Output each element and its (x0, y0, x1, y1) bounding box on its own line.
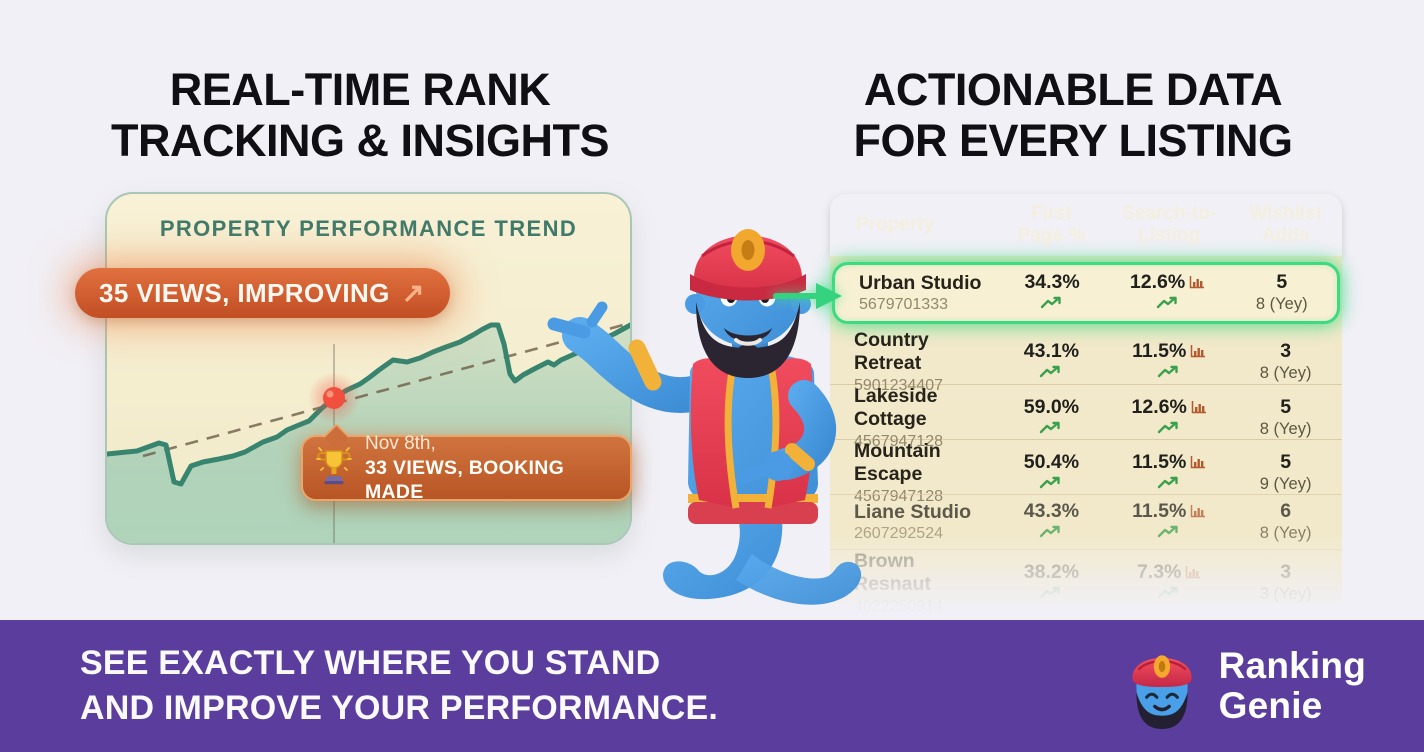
property-id: 5901234407 (854, 376, 943, 394)
property-id: 4022250914 (854, 597, 943, 615)
left-headline-line1: REAL-TIME RANK (169, 64, 551, 115)
right-headline-line2: FOR EVERY LISTING (853, 115, 1293, 167)
table-body: Urban Studio 5679701333 34.3% 12.6% 5 (830, 256, 1342, 615)
genie-head-icon (1131, 655, 1192, 729)
mini-bar-chart-icon (1191, 397, 1207, 419)
table-row: Liane Studio 2607292524 43.3% 11.5% 6 (830, 494, 1342, 549)
left-headline-line2: TRACKING & INSIGHTS (110, 115, 610, 167)
search-to-listing-value: 12.6% (1129, 270, 1186, 293)
tooltip-date: Nov 8th, (365, 432, 436, 454)
wishlist-adds-value: 5 (1280, 451, 1292, 474)
trend-up-icon (1157, 586, 1178, 599)
trend-up-icon (1040, 586, 1061, 598)
wishlist-adds-value: 3 (1280, 561, 1292, 584)
trend-line (107, 322, 630, 487)
property-name: Lakeside Cottage (854, 385, 938, 431)
table-row: Brown Resnaut 4022250914 38.2% 7.3% 3 (830, 549, 1342, 615)
marker-dot (323, 387, 345, 409)
property-name: Mountain Escape (854, 440, 941, 486)
pointer-arrow-icon (773, 283, 842, 309)
first-page-value: 38.2% (1023, 561, 1080, 584)
first-page-value: 50.4% (1023, 451, 1080, 474)
column-header-property: Property (856, 214, 935, 236)
dashed-trendline (142, 321, 630, 458)
wishlist-adds-sub: 3 (Yey) (1259, 584, 1312, 603)
table-row: Country Retreat 5901234407 43.1% 11.5% 3 (830, 329, 1342, 394)
wishlist-adds-sub: 8 (Yey) (1255, 294, 1308, 313)
right-headline: ACTIONABLE DATA FOR EVERY LISTING (812, 64, 1334, 167)
column-header-wishlist-adds: Wishlist Adds (1249, 203, 1322, 246)
property-id: 5679701333 (859, 296, 948, 314)
table-row: Urban Studio 5679701333 34.3% 12.6% 5 (832, 262, 1340, 324)
property-id: 4567947128 (854, 487, 943, 505)
column-header-search-to-listing: Search-to- Listing (1122, 203, 1217, 246)
wishlist-adds-value: 3 (1280, 340, 1292, 363)
table-row: Mountain Escape 4567947128 50.4% 11.5% 5 (830, 439, 1342, 505)
trophy-icon (315, 445, 353, 492)
badge-label: 35 VIEWS, IMPROVING (99, 277, 390, 308)
search-to-listing-value: 11.5% (1132, 499, 1187, 522)
trend-up-icon (1040, 476, 1061, 488)
mini-bar-chart-icon (1189, 272, 1205, 294)
footer-tagline: SEE EXACTLY WHERE YOU STAND AND IMPROVE … (80, 641, 718, 731)
trend-up-icon (1040, 525, 1061, 537)
wishlist-adds-value: 5 (1280, 396, 1292, 419)
up-right-arrow-icon: ↗ (401, 277, 425, 308)
trend-up-icon (1157, 421, 1178, 434)
search-to-listing-value: 7.3% (1136, 560, 1182, 583)
property-name: Brown Resnaut (854, 550, 931, 596)
wishlist-adds-sub: 8 (Yey) (1259, 523, 1312, 542)
trend-up-icon (1040, 421, 1061, 433)
search-to-listing-value: 12.6% (1131, 395, 1187, 418)
chart-title: PROPERTY PERFORMANCE TREND (159, 216, 578, 241)
trend-up-icon (1157, 365, 1178, 378)
first-page-value: 59.0% (1023, 396, 1080, 419)
tagline-line1: SEE EXACTLY WHERE YOU STAND (80, 643, 661, 682)
column-header-first-page: First Page % (1017, 203, 1086, 246)
trend-up-icon (1157, 476, 1178, 489)
property-name: Liane Studio (854, 500, 971, 523)
property-id: 4567947128 (854, 432, 943, 450)
property-name: Urban Studio (859, 271, 982, 294)
performance-chart-card: PROPERTY PERFORMANCE TREND 35 VIEWS, IMP… (75, 192, 632, 545)
brand-logo: Ranking Genie (1121, 643, 1366, 729)
wishlist-adds-value: 6 (1280, 500, 1292, 523)
views-improving-badge: 35 VIEWS, IMPROVING ↗ (75, 268, 451, 318)
trend-up-icon (1040, 365, 1061, 377)
search-to-listing-value: 11.5% (1132, 339, 1187, 362)
search-to-listing-value: 11.5% (1132, 450, 1187, 473)
table-header: Property First Page % Search-to- Listing W… (830, 194, 1342, 256)
property-id: 2607292524 (854, 525, 943, 543)
booking-tooltip: Nov 8th, 33 VIEWS, BOOKING MADE (301, 432, 632, 503)
wishlist-adds-sub: 9 (Yey) (1259, 474, 1312, 493)
listings-table: Property First Page % Search-to- Listing W… (830, 194, 1342, 615)
trend-up-icon (1040, 296, 1061, 308)
first-page-value: 34.3% (1024, 271, 1080, 294)
first-page-value: 43.3% (1023, 500, 1080, 523)
wishlist-adds-sub: 8 (Yey) (1259, 419, 1312, 438)
table-row: Lakeside Cottage 4567947128 59.0% 12.6% … (830, 384, 1342, 450)
brand-name: Ranking Genie (1218, 645, 1366, 726)
right-headline-line1: ACTIONABLE DATA (863, 64, 1283, 115)
trend-up-icon (1156, 296, 1177, 309)
footer-bar: SEE EXACTLY WHERE YOU STAND AND IMPROVE … (0, 620, 1424, 752)
wishlist-adds-sub: 8 (Yey) (1259, 363, 1312, 382)
mini-bar-chart-icon (1190, 341, 1206, 363)
left-headline: REAL-TIME RANK TRACKING & INSIGHTS (70, 64, 650, 167)
mini-bar-chart-icon (1190, 452, 1206, 474)
mini-bar-chart-icon (1185, 562, 1201, 584)
tooltip-text: 33 VIEWS, BOOKING MADE (365, 456, 565, 503)
mini-bar-chart-icon (1190, 501, 1206, 523)
wishlist-adds-value: 5 (1276, 271, 1288, 294)
trend-up-icon (1157, 525, 1178, 538)
first-page-value: 43.1% (1023, 340, 1080, 363)
tagline-line2: AND IMPROVE YOUR PERFORMANCE. (80, 689, 719, 727)
property-name: Country Retreat (854, 329, 929, 375)
